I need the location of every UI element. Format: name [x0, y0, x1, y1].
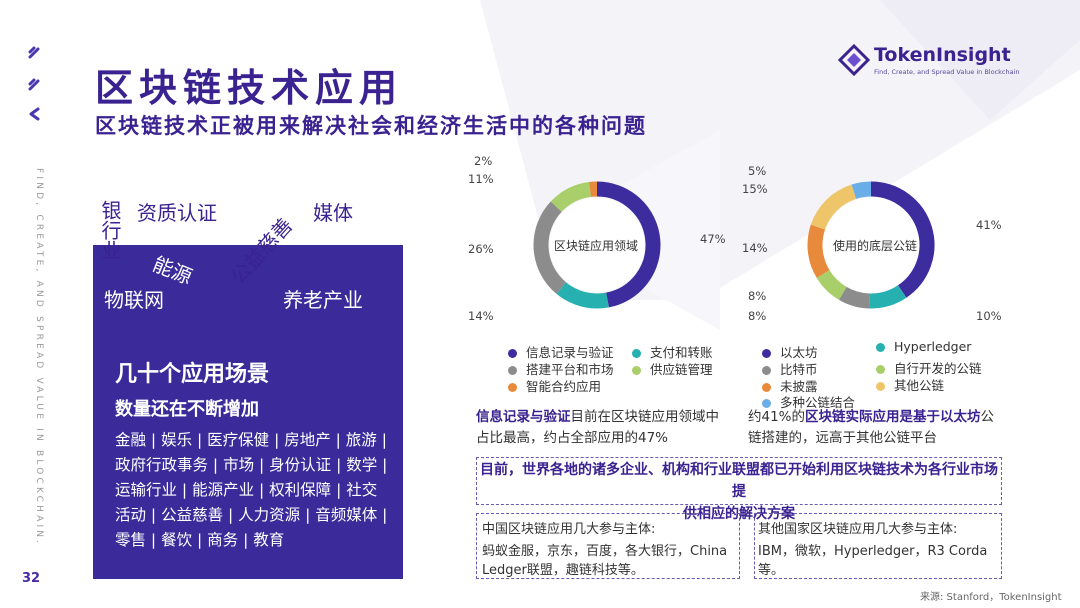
underlying-chain-donut-chart: [807, 181, 935, 309]
other-countries-participants-box: 其他国家区块链应用几大参与主体: IBM，微软，Hyperledger，R3 C…: [754, 513, 1002, 579]
legend-dot-icon: [762, 366, 771, 375]
donut1-slice-3: [550, 182, 592, 213]
legend-item: Hyperledger: [876, 339, 971, 354]
donut1-value-label: 26%: [468, 242, 494, 256]
donut1-value-label: 11%: [468, 172, 494, 186]
donut2-value-label: 8%: [748, 309, 767, 323]
donut1-slice-2: [533, 201, 567, 294]
donut2-slice-6: [851, 181, 872, 199]
donut2-slice-5: [810, 184, 857, 230]
china-participants-title: 中国区块链应用几大参与主体:: [482, 522, 656, 537]
other-participants-body: IBM，微软，Hyperledger，R3 Corda 等。: [758, 544, 988, 578]
wordcloud-iot: 物联网: [104, 288, 164, 312]
legend-item: 未披露: [762, 376, 818, 395]
donut2-hole: [823, 197, 919, 293]
chevron-decoration-icon: [28, 78, 40, 91]
callout-box: 目前，世界各地的诸多企业、机构和行业联盟都已开始利用区块链技术为各行业市场提 供相…: [476, 457, 1002, 522]
legend-dot-icon: [762, 399, 771, 408]
donut2-slice-4: [807, 224, 830, 278]
wordcloud-elderly-care: 养老产业: [283, 288, 363, 312]
donut2-value-label: 10%: [976, 309, 1002, 323]
donut2-value-label: 15%: [742, 182, 768, 196]
scenarios-line: 活动 | 公益慈善 | 人力资源 | 音频媒体 |: [115, 506, 388, 524]
legend-dot-icon: [762, 349, 771, 358]
donut2-slice-3: [816, 269, 847, 300]
legend-item: 搭建平台和市场: [508, 359, 614, 378]
legend-item: 供应链管理: [632, 359, 713, 378]
china-participants-body: 蚂蚁金服，京东，百度，各大银行，China Ledger联盟，趣链科技等。: [482, 544, 728, 578]
wordcloud-bank-top: 银行业: [98, 200, 122, 260]
scenarios-line: 运输行业 | 能源产业 | 权利保障 | 社交: [115, 481, 378, 499]
legend-item: 以太坊: [762, 342, 818, 361]
legend-item: 其他公链: [876, 375, 944, 394]
donut2-slice-0: [870, 181, 935, 298]
donut2-value-label: 14%: [742, 241, 768, 255]
legend-item: 多种公链结合: [762, 392, 855, 411]
legend-item: 智能合约应用: [508, 376, 601, 395]
logo-tagline: Find, Create, and Spread Value in Blockc…: [874, 68, 1020, 76]
donut2-slice-2: [838, 286, 870, 309]
china-participants-box: 中国区块链应用几大参与主体: 蚂蚁金服，京东，百度，各大银行，China Ledg…: [476, 513, 740, 579]
scenarios-line: 零售 | 餐饮 | 商务 | 教育: [115, 531, 285, 549]
side-tagline: FIND, CREATE, AND SPREAD VALUE IN BLOCKC…: [34, 168, 44, 547]
page-number: 32: [22, 571, 41, 586]
donut2-value-label: 8%: [748, 289, 767, 303]
legend-item: 比特币: [762, 359, 818, 378]
scenarios-line: 金融 | 娱乐 | 医疗保健 | 房地产 | 旅游 |: [115, 431, 387, 449]
legend-dot-icon: [508, 383, 517, 392]
legend-dot-icon: [876, 343, 885, 352]
chevron-decoration-icon: [29, 107, 40, 121]
legend-item: 支付和转账: [632, 342, 713, 361]
wordcloud-media: 媒体: [313, 201, 353, 225]
left-chart-note: 信息记录与验证目前在区块链应用领域中 占比最高，约占全部应用的47%: [476, 409, 719, 446]
scenarios-subheading: 数量还在不断增加: [115, 399, 259, 420]
legend-dot-icon: [876, 382, 885, 391]
legend-dot-icon: [632, 349, 641, 358]
application-scenarios-panel: [93, 245, 403, 579]
tokeninsight-logo-icon: [838, 44, 870, 76]
donut2-value-label: 41%: [976, 218, 1002, 232]
legend-dot-icon: [762, 383, 771, 392]
donut1-slice-0: [596, 181, 661, 308]
donut2-center-label: 使用的底层公链: [833, 239, 918, 253]
page-title: 区块链技术应用: [95, 66, 404, 110]
legend-dot-icon: [876, 365, 885, 374]
donut2-slice-1: [869, 285, 907, 309]
donut1-center-label: 区块链应用领域: [554, 239, 639, 253]
scenarios-heading: 几十个应用场景: [115, 362, 270, 387]
donut1-value-label: 2%: [474, 154, 493, 168]
legend-item: 信息记录与验证: [508, 342, 614, 361]
donut1-slice-1: [556, 282, 609, 309]
scenarios-line: 政府行政事务 | 市场 | 身份认证 | 数学 |: [115, 456, 388, 474]
donut2-value-label: 5%: [748, 164, 767, 178]
chevron-decoration-icon: [28, 46, 40, 59]
logo-name: TokenInsight: [874, 44, 1011, 66]
legend-item: 自行开发的公链: [876, 358, 982, 377]
wordcloud-qualification: 资质认证: [137, 201, 217, 225]
donut1-value-label: 47%: [700, 232, 726, 246]
legend-dot-icon: [508, 349, 517, 358]
application-domain-donut-chart: [533, 181, 661, 309]
legend-dot-icon: [632, 366, 641, 375]
right-chart-note: 约41%的区块链实际应用是基于以太坊公 链搭建的，远高于其他公链平台: [748, 409, 995, 446]
donut1-hole: [549, 197, 645, 293]
legend-dot-icon: [508, 366, 517, 375]
other-participants-title: 其他国家区块链应用几大参与主体:: [758, 522, 958, 537]
donut1-value-label: 14%: [468, 309, 494, 323]
page-subtitle: 区块链技术正被用来解决社会和经济生活中的各种问题: [95, 114, 647, 138]
source-citation: 来源: Stanford，TokenInsight: [920, 592, 1062, 603]
